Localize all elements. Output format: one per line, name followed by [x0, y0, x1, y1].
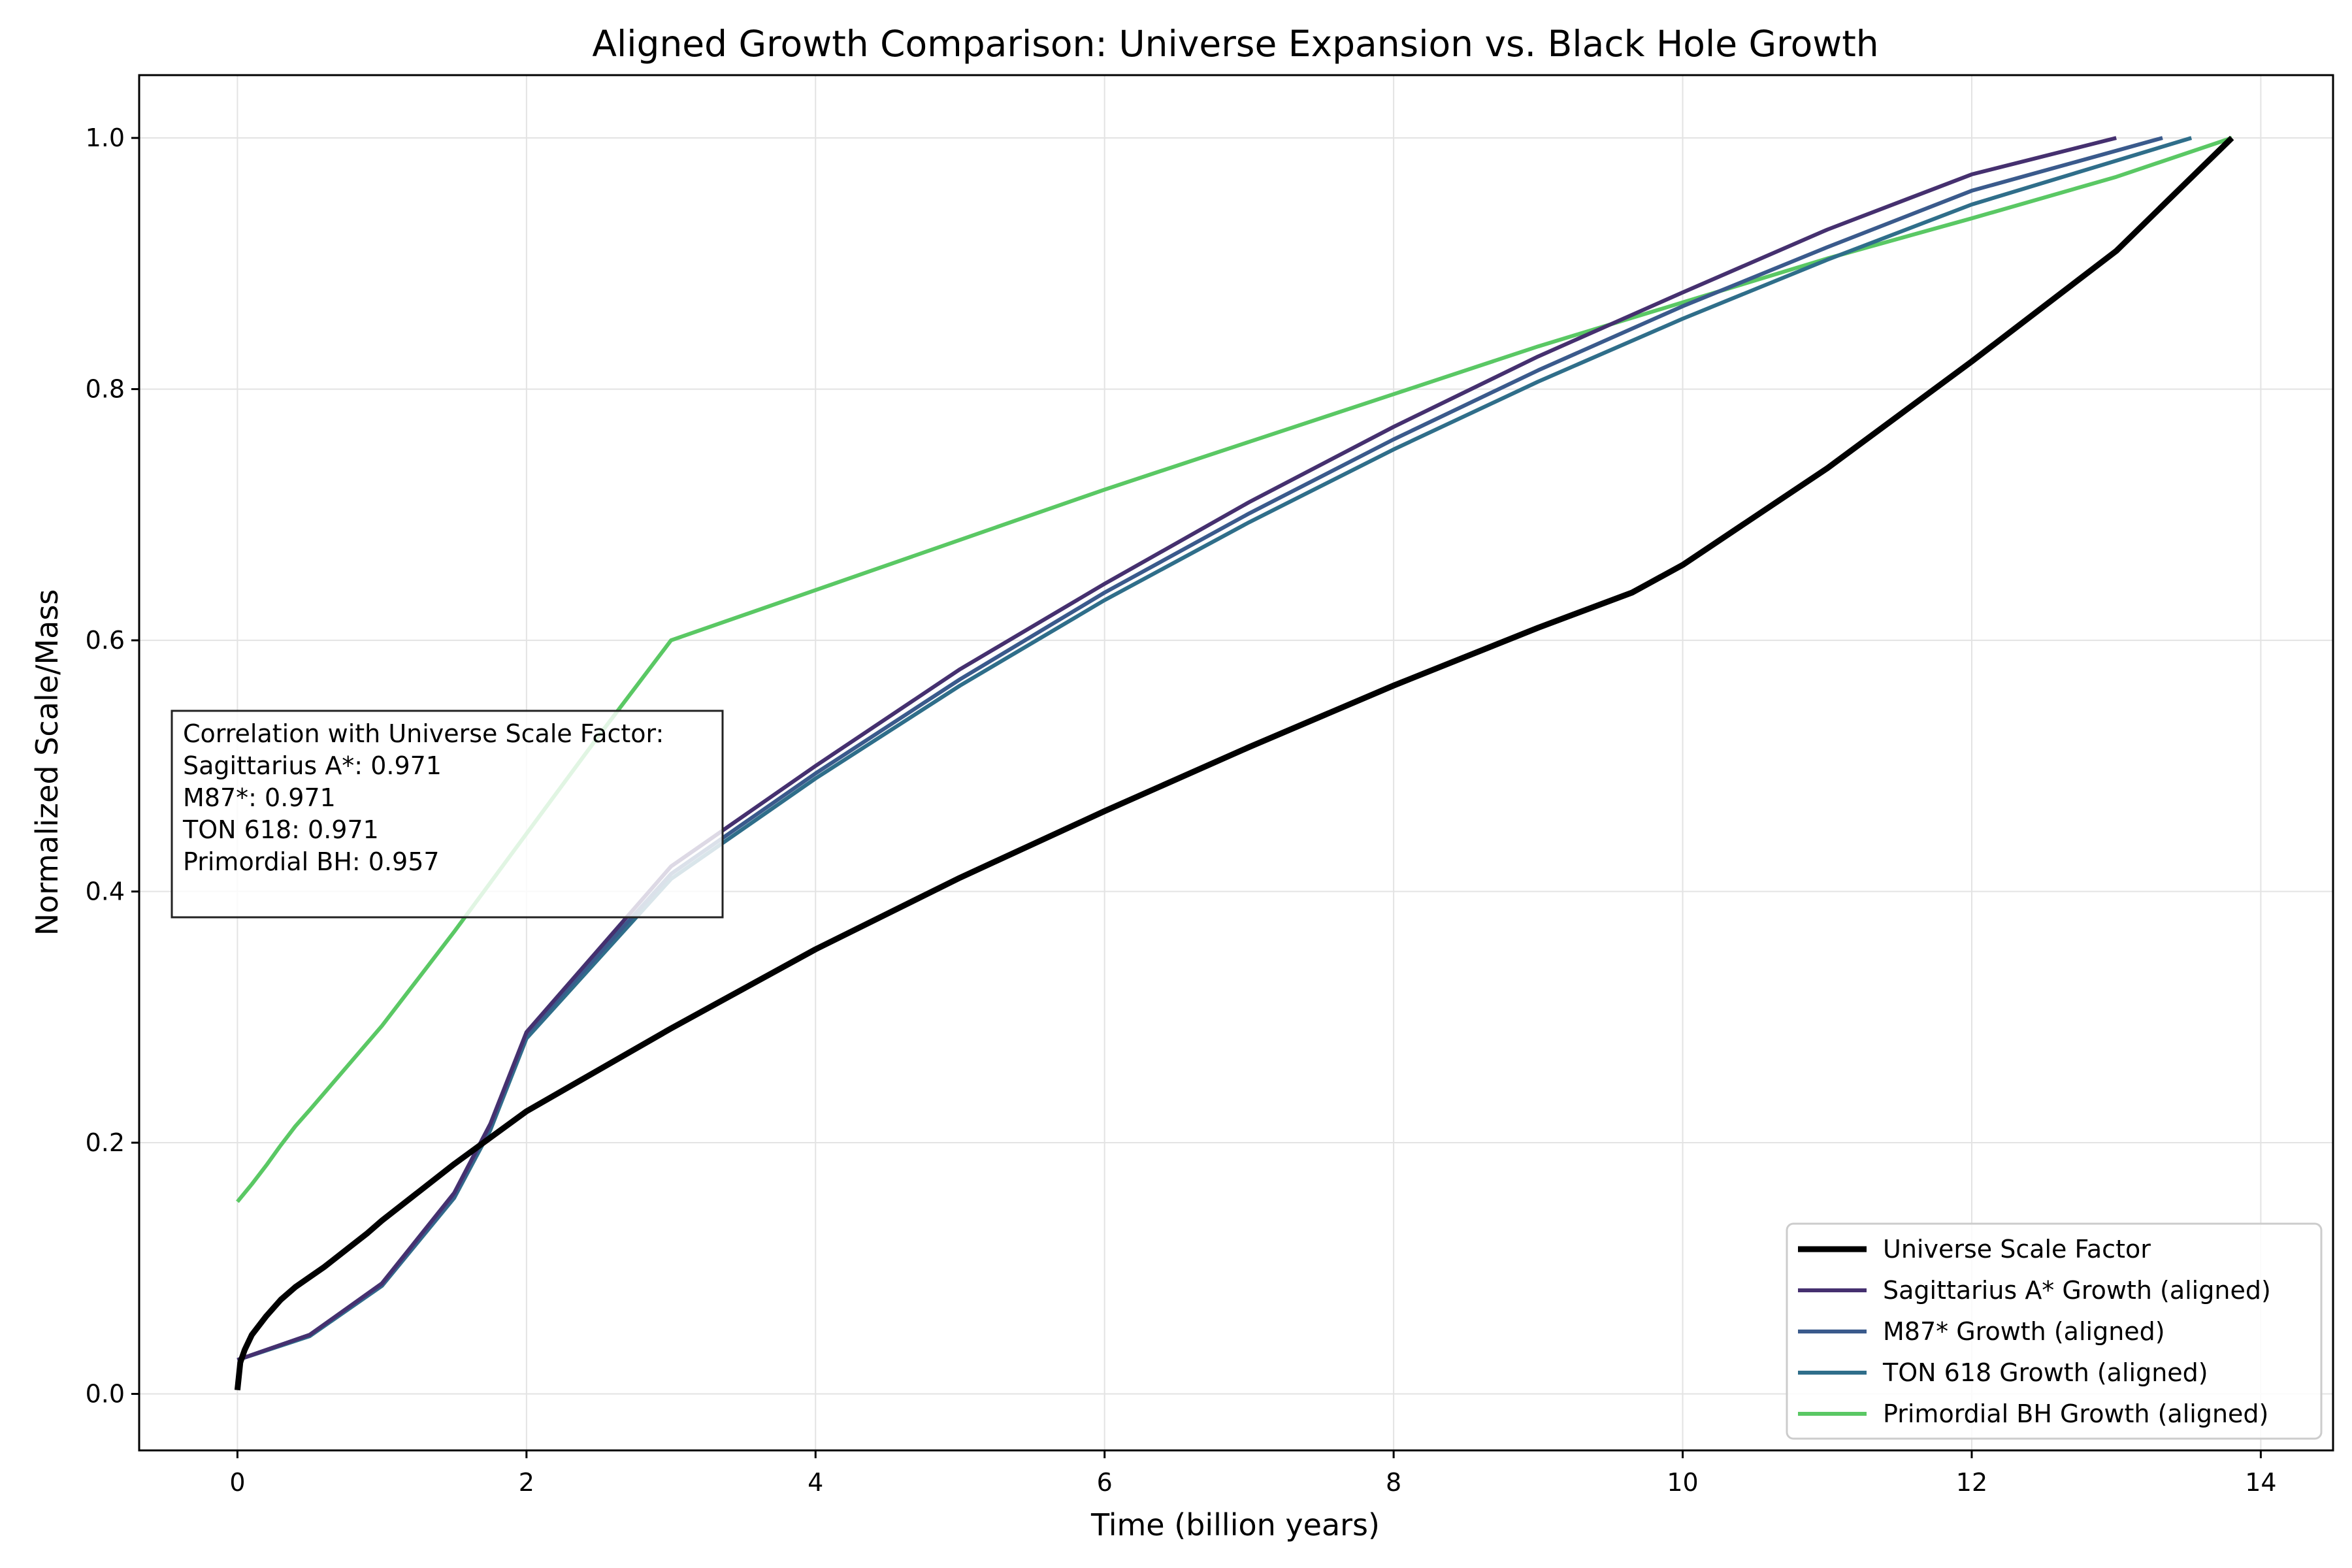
- legend-label: TON 618 Growth (aligned): [1882, 1358, 2208, 1387]
- chart-title: Aligned Growth Comparison: Universe Expa…: [592, 23, 1878, 65]
- annotation-line-ton618: TON 618: 0.971: [182, 815, 379, 844]
- legend-label: M87* Growth (aligned): [1883, 1317, 2165, 1346]
- x-tick-label: 2: [519, 1468, 534, 1497]
- x-tick-label: 8: [1386, 1468, 1401, 1497]
- y-tick-label: 0.2: [86, 1128, 125, 1157]
- x-tick-label: 12: [1956, 1468, 1987, 1497]
- legend-box: [1786, 1222, 2323, 1440]
- x-axis-label: Time (billion years): [1090, 1507, 1380, 1543]
- legend-label: Primordial BH Growth (aligned): [1883, 1399, 2268, 1428]
- series-layer: [234, 135, 2234, 1391]
- grid: [139, 75, 2333, 1450]
- legend-label: Universe Scale Factor: [1883, 1235, 2151, 1264]
- y-axis: 0.0 0.2 0.4 0.6 0.8 1.0: [86, 123, 139, 1408]
- series-line-4: [236, 136, 2233, 1203]
- series-line-0: [234, 135, 2234, 1391]
- x-tick-label: 10: [1667, 1468, 1698, 1497]
- annotation-box: [171, 710, 724, 919]
- x-tick-label: 0: [229, 1468, 245, 1497]
- correlation-annotation: Correlation with Universe Scale Factor: …: [171, 710, 724, 919]
- annotation-line-m87: M87*: 0.971: [183, 783, 336, 812]
- y-tick-label: 0.8: [86, 375, 125, 404]
- x-tick-label: 6: [1097, 1468, 1113, 1497]
- annotation-heading: Correlation with Universe Scale Factor:: [183, 719, 664, 748]
- series-line-1: [237, 136, 2117, 1362]
- y-axis-label: Normalized Scale/Mass: [29, 589, 65, 936]
- y-tick-label: 0.0: [86, 1379, 125, 1408]
- annotation-line-primordial: Primordial BH: 0.957: [183, 847, 440, 876]
- x-axis: 0 2 4 6 8 10 12 14: [229, 1450, 2277, 1497]
- y-tick-label: 0.4: [86, 877, 125, 906]
- x-tick-label: 14: [2245, 1468, 2276, 1497]
- annotation-line-sgr: Sagittarius A*: 0.971: [183, 751, 442, 780]
- y-tick-label: 1.0: [86, 123, 125, 152]
- plot-frame: [138, 74, 2334, 1452]
- legend-label: Sagittarius A* Growth (aligned): [1883, 1276, 2271, 1305]
- legend: Universe Scale Factor Sagittarius A* Grow…: [1786, 1222, 2323, 1440]
- y-tick-label: 0.6: [86, 626, 125, 655]
- x-tick-label: 4: [808, 1468, 823, 1497]
